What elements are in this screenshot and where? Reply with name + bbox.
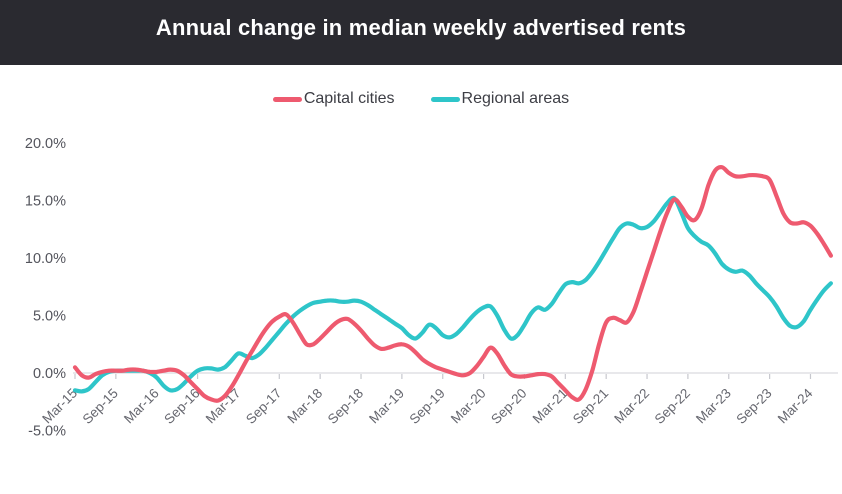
- x-axis-label: Mar-20: [448, 386, 489, 427]
- legend-swatch-capital-cities: [272, 96, 302, 102]
- legend-label-regional-areas: Regional areas: [461, 90, 570, 107]
- x-axis-label: Sep-20: [488, 386, 529, 427]
- legend-item-capital-cities: Capital cities: [272, 90, 395, 108]
- y-axis-label: 15.0%: [25, 194, 66, 210]
- legend: Capital cities Regional areas: [0, 90, 842, 108]
- y-axis-label: -5.0%: [28, 424, 66, 440]
- x-axis-label: Mar-18: [284, 386, 325, 427]
- x-axis-label: Sep-15: [80, 386, 121, 427]
- chart-title: Annual change in median weekly advertise…: [155, 14, 687, 40]
- series-line-regional-areas: [72, 195, 833, 394]
- y-axis-label: 0.0%: [33, 366, 66, 382]
- series-line-capital-cities: [72, 165, 833, 403]
- x-axis-label: Mar-24: [775, 385, 816, 426]
- x-axis-label: Sep-16: [161, 386, 202, 427]
- x-axis-label: Sep-17: [243, 386, 284, 427]
- legend-item-regional-areas: Regional areas: [430, 90, 570, 108]
- x-axis-label: Mar-16: [121, 386, 162, 427]
- chart-header: Annual change in median weekly advertise…: [0, 0, 842, 65]
- x-axis-label: Mar-19: [366, 386, 407, 427]
- x-axis-label: Sep-22: [652, 386, 693, 427]
- x-axis-label: Mar-22: [611, 386, 652, 427]
- x-axis-label: Mar-15: [39, 386, 80, 427]
- legend-label-capital-cities: Capital cities: [303, 90, 395, 107]
- x-axis-label: Sep-23: [733, 386, 774, 427]
- x-axis-label: Sep-19: [406, 386, 447, 427]
- x-axis-label: Sep-21: [570, 386, 611, 427]
- x-axis-label: Sep-18: [325, 386, 366, 427]
- x-axis-label: Mar-21: [530, 386, 571, 427]
- x-axis-label: Mar-23: [693, 386, 734, 427]
- y-axis-label: 10.0%: [25, 251, 66, 267]
- x-axis-label: Mar-17: [203, 386, 244, 427]
- legend-swatch-regional-areas: [430, 96, 460, 102]
- y-axis-label: 5.0%: [33, 309, 66, 325]
- y-axis-label: 20.0%: [25, 136, 66, 152]
